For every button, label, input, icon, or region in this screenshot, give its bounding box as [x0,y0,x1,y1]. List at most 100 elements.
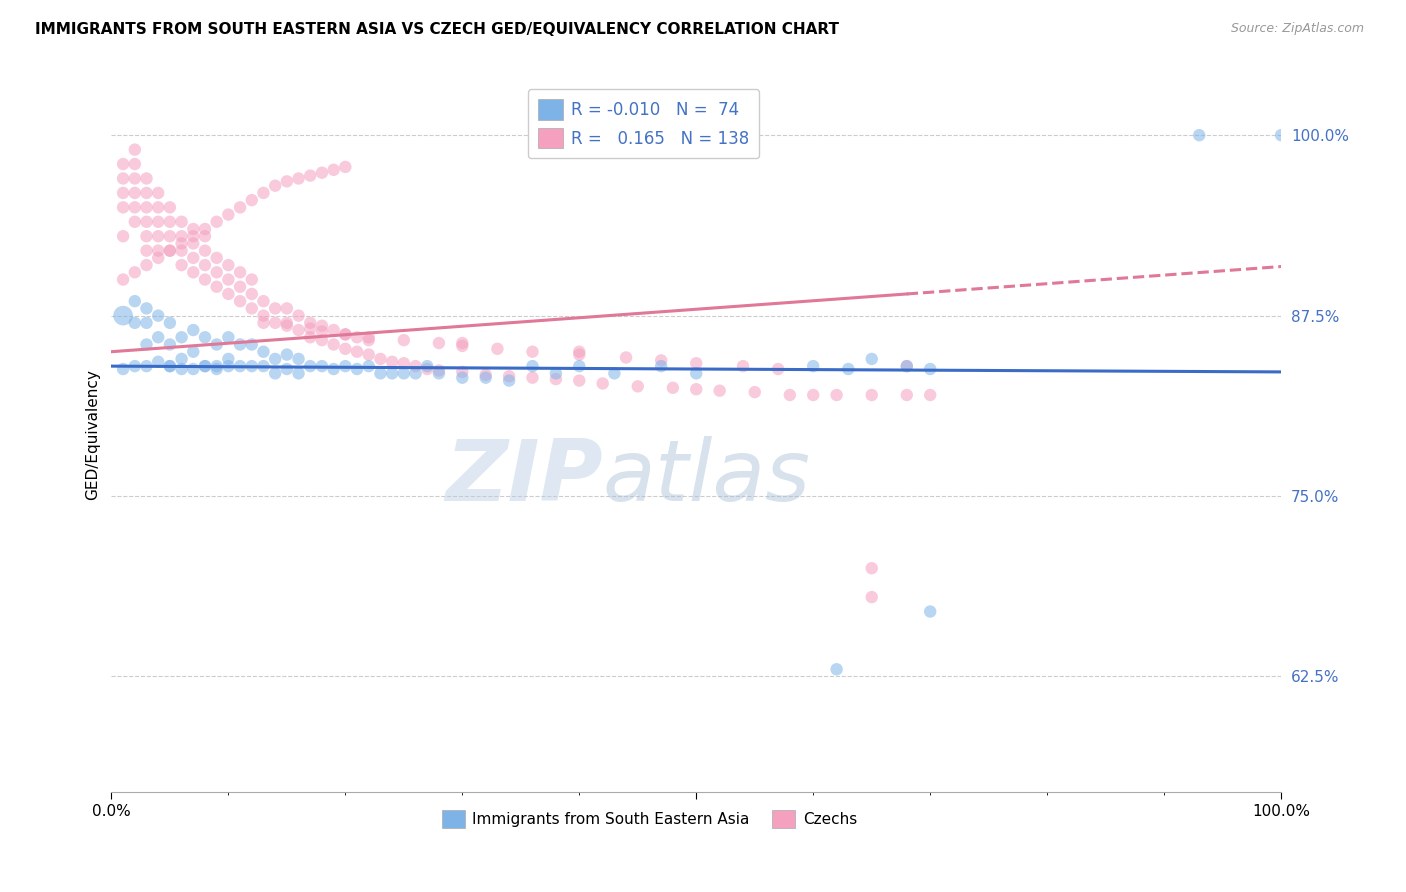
Point [135,171,157,186]
Point [346,362,368,376]
Point [370,367,392,381]
Point [112,186,135,200]
Point [299,316,322,330]
Point [392,356,415,370]
Point [357,348,380,362]
Point [568,374,591,388]
Point [335,327,357,342]
Point [252,294,274,309]
Point [112,171,135,186]
Point [474,368,496,382]
Point [217,208,239,222]
Text: atlas: atlas [603,436,811,519]
Point [370,351,392,366]
Point [920,605,942,619]
Point [135,258,157,272]
Point [194,229,217,244]
Point [544,372,567,386]
Point [896,359,918,373]
Point [217,287,239,301]
Point [427,336,450,351]
Point [299,359,322,373]
Point [416,359,439,373]
Point [381,367,404,381]
Point [181,236,204,251]
Point [392,333,415,347]
Point [381,355,404,369]
Point [801,388,824,402]
Point [194,359,217,373]
Point [335,160,357,174]
Point [860,388,883,402]
Point [170,351,193,366]
Point [205,279,228,293]
Point [148,244,170,258]
Point [240,337,263,351]
Point [486,342,509,356]
Point [287,351,309,366]
Point [451,365,474,379]
Point [276,316,298,330]
Point [159,244,181,258]
Point [766,362,789,376]
Point [1188,128,1211,143]
Point [451,336,474,351]
Point [311,325,333,339]
Point [896,359,918,373]
Point [252,316,274,330]
Point [357,333,380,347]
Point [194,222,217,236]
Point [181,222,204,236]
Point [603,367,626,381]
Point [148,330,170,344]
Point [264,367,287,381]
Point [287,171,309,186]
Point [568,348,591,362]
Point [217,351,239,366]
Point [685,382,707,396]
Point [124,200,146,214]
Point [217,258,239,272]
Y-axis label: GED/Equivalency: GED/Equivalency [86,369,100,500]
Point [148,215,170,229]
Point [159,229,181,244]
Point [159,215,181,229]
Point [522,344,544,359]
Point [229,265,252,279]
Point [860,590,883,604]
Point [135,359,157,373]
Point [159,359,181,373]
Point [240,301,263,316]
Point [252,309,274,323]
Point [240,272,263,286]
Point [229,294,252,309]
Point [498,369,520,384]
Point [135,244,157,258]
Point [405,359,427,373]
Point [614,351,637,365]
Point [1270,128,1292,143]
Point [194,258,217,272]
Point [522,370,544,384]
Point [335,327,357,342]
Point [544,367,567,381]
Point [124,359,146,373]
Point [170,258,193,272]
Point [229,359,252,373]
Point [159,200,181,214]
Point [322,337,344,351]
Point [837,362,859,376]
Point [287,323,309,337]
Point [205,215,228,229]
Point [170,236,193,251]
Text: ZIP: ZIP [446,436,603,519]
Point [650,359,672,373]
Point [451,339,474,353]
Point [229,337,252,351]
Point [194,272,217,286]
Point [194,330,217,344]
Point [135,337,157,351]
Point [124,143,146,157]
Point [135,229,157,244]
Point [170,229,193,244]
